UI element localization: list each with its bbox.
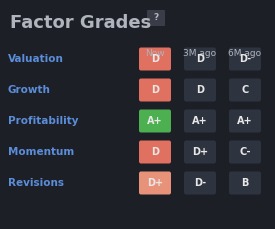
Text: C: C [241,85,249,95]
Text: A+: A+ [192,116,208,126]
FancyBboxPatch shape [139,141,171,164]
FancyBboxPatch shape [139,79,171,101]
Text: ?: ? [153,14,159,22]
Text: D+: D+ [147,178,163,188]
FancyBboxPatch shape [184,109,216,133]
FancyBboxPatch shape [139,172,171,194]
Text: B: B [241,178,249,188]
FancyBboxPatch shape [229,172,261,194]
Text: Profitability: Profitability [8,116,78,126]
Text: 6M ago: 6M ago [229,49,262,58]
Text: D+: D+ [192,147,208,157]
Text: D: D [151,85,159,95]
Text: Revisions: Revisions [8,178,64,188]
FancyBboxPatch shape [139,109,171,133]
Text: A+: A+ [237,116,253,126]
FancyBboxPatch shape [184,47,216,71]
Text: Momentum: Momentum [8,147,74,157]
Text: Growth: Growth [8,85,51,95]
Text: Valuation: Valuation [8,54,64,64]
Text: Now: Now [145,49,165,58]
Text: A+: A+ [147,116,163,126]
Text: D: D [196,54,204,64]
Text: C-: C- [239,147,251,157]
FancyBboxPatch shape [184,172,216,194]
Text: Factor Grades: Factor Grades [10,14,151,32]
Text: D-: D- [194,178,206,188]
FancyBboxPatch shape [147,10,165,26]
Text: 3M ago: 3M ago [183,49,217,58]
FancyBboxPatch shape [229,79,261,101]
FancyBboxPatch shape [139,47,171,71]
Text: D: D [151,54,159,64]
FancyBboxPatch shape [229,141,261,164]
Text: D: D [196,85,204,95]
Text: D-: D- [239,54,251,64]
FancyBboxPatch shape [229,109,261,133]
FancyBboxPatch shape [184,79,216,101]
FancyBboxPatch shape [229,47,261,71]
Text: D: D [151,147,159,157]
FancyBboxPatch shape [184,141,216,164]
